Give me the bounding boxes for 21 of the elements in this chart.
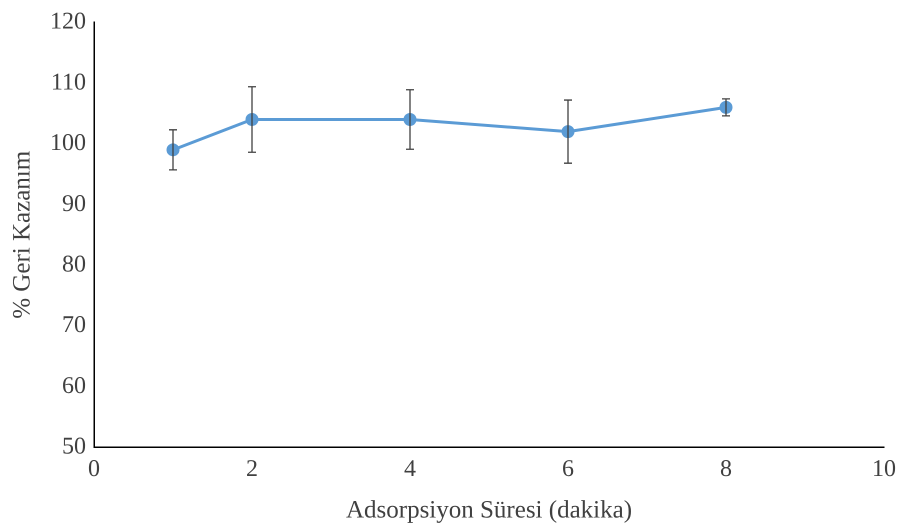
y-tick-label: 50	[62, 433, 86, 460]
y-axis-title: % Geri Kazanım	[8, 150, 36, 319]
point	[246, 112, 258, 126]
y-tick-label: 100	[50, 130, 86, 156]
point	[562, 125, 574, 138]
point	[720, 100, 732, 114]
x-tick-label: 0	[88, 456, 100, 482]
x-axis-title: Adsorpsiyon Süresi (dakika)	[346, 496, 632, 524]
x-tick-label: 10	[872, 456, 896, 482]
y-tick-label: 60	[62, 372, 86, 399]
x-tick-label: 8	[720, 456, 732, 482]
y-tick-label: 120	[50, 8, 86, 35]
y-tick-label: 70	[62, 312, 86, 338]
point	[404, 112, 416, 126]
x-tick-label: 6	[562, 456, 574, 482]
y-tick-label: 90	[62, 190, 86, 217]
x-tick-label: 2	[246, 456, 258, 482]
y-tick-label: 80	[62, 251, 86, 278]
point	[166, 143, 180, 156]
x-tick-label: 4	[404, 456, 416, 482]
y-tick-label: 110	[50, 69, 86, 96]
